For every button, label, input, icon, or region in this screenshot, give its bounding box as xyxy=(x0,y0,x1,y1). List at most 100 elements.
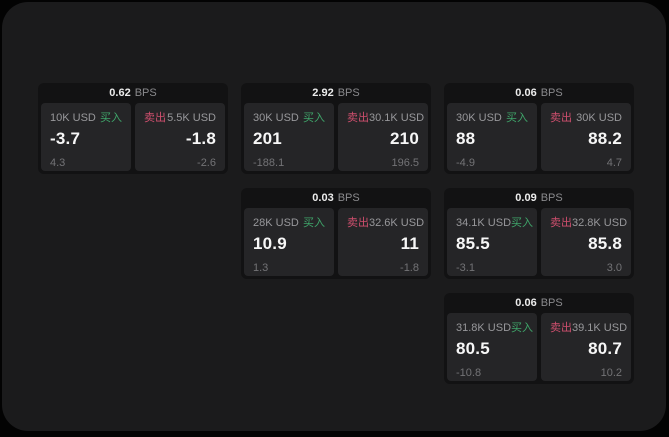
buy-cell-top: 30K USD 买入 xyxy=(456,112,528,124)
quotes-panel: 0.62 BPS 10K USD 买入 -3.7 4.3 卖出 5.5K USD… xyxy=(2,2,666,431)
buy-amount: 34.1K USD xyxy=(456,217,512,229)
sell-side-label: 卖出 xyxy=(144,112,166,124)
sell-amount: 30.1K USD xyxy=(369,112,425,124)
buy-price: -3.7 xyxy=(50,129,81,149)
sell-side-label: 卖出 xyxy=(550,217,572,229)
quote-card: 2.92 BPS 30K USD 买入 201 -188.1 卖出 30.1K … xyxy=(241,83,431,174)
buy-price: 88 xyxy=(456,129,476,149)
quote-card: 0.06 BPS 30K USD 买入 88 -4.9 卖出 30K USD 8… xyxy=(444,83,634,174)
bps-unit-label: BPS xyxy=(134,86,157,99)
sell-price: -1.8 xyxy=(185,129,216,149)
buy-price: 80.5 xyxy=(456,339,490,359)
sell-side-label: 卖出 xyxy=(347,217,369,229)
sell-cell-top: 卖出 32.6K USD xyxy=(347,217,424,229)
buy-delta: 4.3 xyxy=(50,156,66,169)
buy-sell-cells: 10K USD 买入 -3.7 4.3 卖出 5.5K USD -1.8 -2.… xyxy=(38,103,228,171)
quote-card: 0.09 BPS 34.1K USD 买入 85.5 -3.1 卖出 32.8K… xyxy=(444,188,634,279)
sell-cell-top: 卖出 30K USD xyxy=(550,112,622,124)
buy-sell-cells: 30K USD 买入 88 -4.9 卖出 30K USD 88.2 4.7 xyxy=(444,103,634,171)
quote-card: 0.06 BPS 31.8K USD 买入 80.5 -10.8 卖出 39.1… xyxy=(444,293,634,384)
quote-card: 0.62 BPS 10K USD 买入 -3.7 4.3 卖出 5.5K USD… xyxy=(38,83,228,174)
sell-price: 80.7 xyxy=(588,339,622,359)
bps-unit-label: BPS xyxy=(540,191,563,204)
bps-value: 0.06 xyxy=(515,86,537,99)
card-header: 0.03 BPS xyxy=(241,188,431,208)
buy-cell-top: 31.8K USD 买入 xyxy=(456,322,533,334)
sell-cell-top: 卖出 5.5K USD xyxy=(144,112,216,124)
card-header: 0.06 BPS xyxy=(444,83,634,103)
buy-cell-top: 28K USD 买入 xyxy=(253,217,325,229)
bps-value: 0.06 xyxy=(515,296,537,309)
buy-amount: 10K USD xyxy=(50,112,96,124)
sell-delta: 10.2 xyxy=(600,366,622,379)
buy-delta: -3.1 xyxy=(456,261,475,274)
sell-price: 88.2 xyxy=(588,129,622,149)
buy-side-label: 买入 xyxy=(511,217,534,229)
buy-delta: 1.3 xyxy=(253,261,269,274)
sell-amount: 32.8K USD xyxy=(572,217,628,229)
buy-sell-cells: 30K USD 买入 201 -188.1 卖出 30.1K USD 210 1… xyxy=(241,103,431,171)
bps-unit-label: BPS xyxy=(337,191,360,204)
buy-sell-cells: 31.8K USD 买入 80.5 -10.8 卖出 39.1K USD 80.… xyxy=(444,313,634,381)
bps-unit-label: BPS xyxy=(337,86,360,99)
buy-delta: -4.9 xyxy=(456,156,475,169)
buy-cell[interactable]: 30K USD 买入 88 -4.9 xyxy=(447,103,537,171)
buy-delta: -188.1 xyxy=(253,156,285,169)
buy-cell[interactable]: 28K USD 买入 10.9 1.3 xyxy=(244,208,334,276)
sell-side-label: 卖出 xyxy=(550,322,572,334)
buy-side-label: 买入 xyxy=(303,217,325,229)
sell-delta: 4.7 xyxy=(606,156,622,169)
buy-cell[interactable]: 31.8K USD 买入 80.5 -10.8 xyxy=(447,313,537,381)
sell-cell[interactable]: 卖出 32.8K USD 85.8 3.0 xyxy=(541,208,631,276)
bps-value: 0.62 xyxy=(109,86,131,99)
buy-price: 10.9 xyxy=(253,234,287,254)
buy-cell-top: 34.1K USD 买入 xyxy=(456,217,533,229)
sell-amount: 32.6K USD xyxy=(369,217,425,229)
sell-delta: -1.8 xyxy=(400,261,419,274)
bps-value: 2.92 xyxy=(312,86,334,99)
buy-cell[interactable]: 30K USD 买入 201 -188.1 xyxy=(244,103,334,171)
sell-cell-top: 卖出 32.8K USD xyxy=(550,217,627,229)
bps-value: 0.09 xyxy=(515,191,537,204)
sell-price: 85.8 xyxy=(588,234,622,254)
sell-cell[interactable]: 卖出 30K USD 88.2 4.7 xyxy=(541,103,631,171)
sell-amount: 30K USD xyxy=(576,112,622,124)
sell-delta: -2.6 xyxy=(197,156,216,169)
buy-side-label: 买入 xyxy=(511,322,534,334)
buy-amount: 31.8K USD xyxy=(456,322,512,334)
quote-card: 0.03 BPS 28K USD 买入 10.9 1.3 卖出 32.6K US… xyxy=(241,188,431,279)
buy-price: 85.5 xyxy=(456,234,490,254)
bps-value: 0.03 xyxy=(312,191,334,204)
sell-cell[interactable]: 卖出 32.6K USD 11 -1.8 xyxy=(338,208,428,276)
buy-cell[interactable]: 10K USD 买入 -3.7 4.3 xyxy=(41,103,131,171)
sell-cell[interactable]: 卖出 30.1K USD 210 196.5 xyxy=(338,103,428,171)
sell-cell-top: 卖出 39.1K USD xyxy=(550,322,627,334)
card-header: 0.09 BPS xyxy=(444,188,634,208)
buy-side-label: 买入 xyxy=(303,112,325,124)
card-header: 0.62 BPS xyxy=(38,83,228,103)
buy-cell[interactable]: 34.1K USD 买入 85.5 -3.1 xyxy=(447,208,537,276)
buy-side-label: 买入 xyxy=(506,112,528,124)
sell-delta: 3.0 xyxy=(606,261,622,274)
card-header: 2.92 BPS xyxy=(241,83,431,103)
sell-price: 11 xyxy=(400,234,419,254)
sell-cell[interactable]: 卖出 5.5K USD -1.8 -2.6 xyxy=(135,103,225,171)
buy-cell-top: 30K USD 买入 xyxy=(253,112,325,124)
quote-cards-grid: 0.62 BPS 10K USD 买入 -3.7 4.3 卖出 5.5K USD… xyxy=(38,83,634,384)
buy-sell-cells: 28K USD 买入 10.9 1.3 卖出 32.6K USD 11 -1.8 xyxy=(241,208,431,276)
buy-side-label: 买入 xyxy=(100,112,122,124)
sell-side-label: 卖出 xyxy=(550,112,572,124)
card-header: 0.06 BPS xyxy=(444,293,634,313)
buy-amount: 28K USD xyxy=(253,217,299,229)
bps-unit-label: BPS xyxy=(540,296,563,309)
sell-cell[interactable]: 卖出 39.1K USD 80.7 10.2 xyxy=(541,313,631,381)
sell-amount: 5.5K USD xyxy=(167,112,216,124)
buy-cell-top: 10K USD 买入 xyxy=(50,112,122,124)
buy-price: 201 xyxy=(253,129,282,149)
buy-sell-cells: 34.1K USD 买入 85.5 -3.1 卖出 32.8K USD 85.8… xyxy=(444,208,634,276)
bps-unit-label: BPS xyxy=(540,86,563,99)
sell-side-label: 卖出 xyxy=(347,112,369,124)
sell-cell-top: 卖出 30.1K USD xyxy=(347,112,424,124)
sell-amount: 39.1K USD xyxy=(572,322,628,334)
